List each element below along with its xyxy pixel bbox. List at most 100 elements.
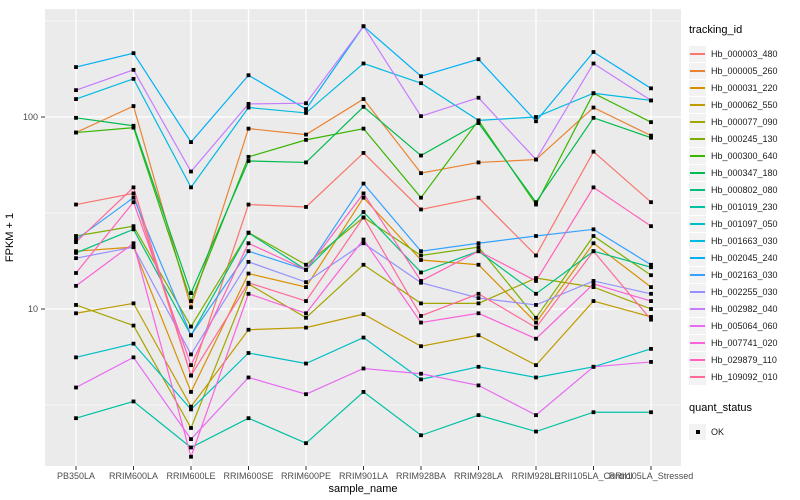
- x-tick-label: PB350LA: [57, 471, 95, 481]
- point-marker: [246, 259, 251, 264]
- legend-item-label: Hb_000062_550: [711, 99, 778, 110]
- point-marker: [591, 364, 596, 369]
- legend-key-swatch: [689, 215, 706, 232]
- legend-item-Hb_001019_230: Hb_001019_230: [689, 198, 799, 215]
- point-marker: [304, 361, 308, 366]
- point-marker: [131, 355, 136, 360]
- point-marker: [131, 224, 136, 229]
- legend-line-icon: [690, 273, 705, 276]
- legend-item-Hb_000347_180: Hb_000347_180: [689, 164, 799, 181]
- legend-key-swatch: [689, 351, 706, 368]
- point-marker: [246, 102, 251, 106]
- point-marker: [419, 301, 423, 306]
- legend-item-label: Hb_001019_230: [711, 201, 778, 212]
- legend-items: Hb_000003_480 Hb_000005_260 Hb_000031_220 H…: [689, 45, 799, 385]
- point-marker: [74, 303, 78, 307]
- legend-item-label: OK: [711, 426, 725, 437]
- legend-item-label: Hb_000347_180: [711, 167, 778, 178]
- point-marker: [304, 137, 308, 142]
- point-marker: [246, 154, 251, 159]
- point-marker: [361, 126, 366, 131]
- point-marker: [419, 114, 423, 119]
- legend-line-icon: [690, 103, 705, 106]
- point-marker: [189, 140, 193, 145]
- point-marker: [246, 73, 251, 78]
- point-marker: [419, 371, 423, 376]
- point-marker: [304, 315, 308, 320]
- legend-item-label: Hb_002045_240: [711, 252, 778, 263]
- point-marker: [189, 407, 193, 412]
- point-marker: [476, 95, 481, 100]
- legend-item-label: Hb_000245_130: [711, 133, 778, 144]
- point-marker: [131, 67, 136, 72]
- point-marker: [131, 185, 136, 190]
- legend-item-Hb_000077_090: Hb_000077_090: [689, 113, 799, 130]
- point-marker: [649, 86, 653, 91]
- legend-line-icon: [690, 324, 705, 327]
- point-marker: [246, 351, 251, 355]
- point-marker: [131, 399, 136, 404]
- point-marker: [131, 191, 136, 196]
- point-marker: [361, 215, 366, 220]
- point-marker: [534, 325, 538, 330]
- point-marker: [304, 285, 308, 290]
- legend-key-swatch: [689, 45, 706, 62]
- point-marker: [246, 249, 251, 254]
- point-marker: [476, 241, 481, 246]
- point-marker: [74, 234, 78, 238]
- legend-item-Hb_109092_010: Hb_109092_010: [689, 368, 799, 385]
- point-marker: [189, 185, 193, 190]
- point-marker: [419, 249, 423, 254]
- legend-title-quant-status: quant_status: [689, 402, 752, 414]
- legend-item-label: Hb_109092_010: [711, 371, 778, 382]
- point-marker: [246, 202, 251, 207]
- legend-item-Hb_000802_080: Hb_000802_080: [689, 181, 799, 198]
- axis-ticks: [41, 116, 652, 470]
- point-marker: [591, 285, 596, 290]
- legend-key-swatch: [689, 181, 706, 198]
- point-marker: [419, 253, 423, 258]
- legend-item-label: Hb_007741_020: [711, 337, 778, 348]
- legend-line-icon: [690, 154, 705, 157]
- x-axis-labels: PB350LA RRIM600LA RRIM600LE RRIM600SE RRIM60…: [57, 471, 693, 481]
- point-marker: [649, 135, 653, 140]
- legend-item-label: Hb_000005_260: [711, 65, 778, 76]
- point-marker: [649, 265, 653, 270]
- point-marker: [591, 410, 596, 415]
- point-marker: [591, 279, 596, 283]
- point-marker: [361, 390, 366, 394]
- point-marker: [419, 171, 423, 176]
- point-marker: [189, 454, 193, 459]
- point-marker: [189, 169, 193, 174]
- point-marker: [476, 413, 481, 418]
- point-marker: [74, 385, 78, 390]
- point-marker: [361, 210, 366, 214]
- point-marker: [591, 105, 596, 110]
- point-marker: [246, 280, 251, 285]
- point-marker: [189, 437, 193, 442]
- point-marker: [476, 296, 481, 300]
- legend-line-icon: [690, 86, 705, 89]
- legend-key-swatch: [689, 147, 706, 164]
- legend-item-label: Hb_001097_050: [711, 218, 778, 229]
- point-marker: [304, 392, 308, 397]
- point-marker: [131, 195, 136, 200]
- point-marker: [304, 101, 308, 106]
- point-marker: [591, 50, 596, 54]
- legend-section-quant-status: quant_status OK: [689, 402, 799, 440]
- legend-item-Hb_000062_550: Hb_000062_550: [689, 96, 799, 113]
- point-marker: [361, 151, 366, 155]
- point-marker: [476, 195, 481, 200]
- point-marker: [189, 363, 193, 368]
- point-marker: [476, 311, 481, 316]
- point-marker: [476, 57, 481, 62]
- point-marker: [534, 119, 538, 124]
- legend-item-quant-ok: OK: [689, 423, 799, 440]
- point-marker: [189, 291, 193, 296]
- point-marker: [534, 291, 538, 296]
- point-marker: [189, 324, 193, 329]
- point-marker: [649, 410, 653, 415]
- point-marker: [476, 118, 481, 123]
- legend-panel: tracking_id Hb_000003_480 Hb_000005_260 Hb…: [689, 24, 799, 440]
